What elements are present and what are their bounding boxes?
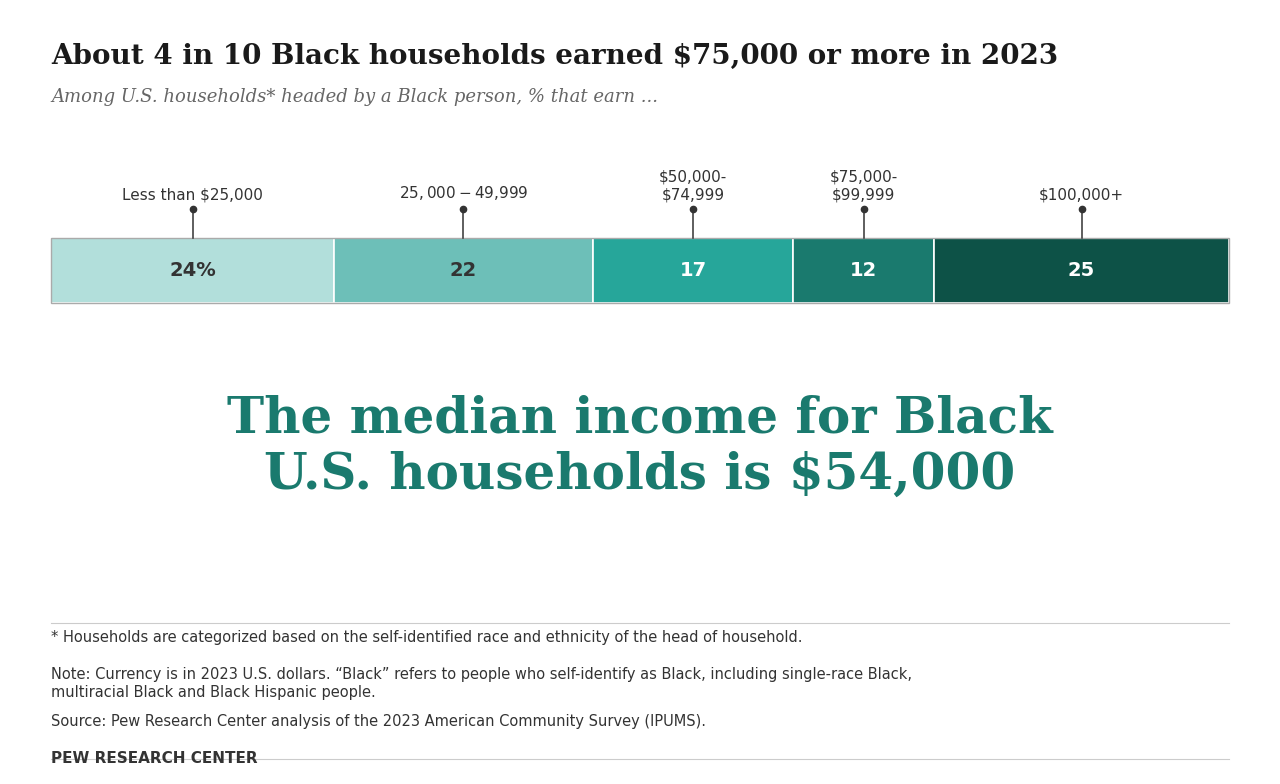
Text: 22: 22 [449,261,477,280]
Text: 12: 12 [850,261,877,280]
Text: $50,000-
$74,999: $50,000- $74,999 [659,170,727,202]
Bar [51,238,1229,303]
Bar [593,238,794,303]
Text: About 4 in 10 Black households earned $75,000 or more in 2023: About 4 in 10 Black households earned $7… [51,43,1059,70]
Text: * Households are categorized based on the self-identified race and ethnicity of : * Households are categorized based on th… [51,630,803,644]
Text: 17: 17 [680,261,707,280]
Text: Note: Currency is in 2023 U.S. dollars. “Black” refers to people who self-identi: Note: Currency is in 2023 U.S. dollars. … [51,667,913,699]
Text: Source: Pew Research Center analysis of the 2023 American Community Survey (IPUM: Source: Pew Research Center analysis of … [51,714,707,729]
Text: PEW RESEARCH CENTER: PEW RESEARCH CENTER [51,751,257,766]
Bar [934,238,1229,303]
Bar [334,238,593,303]
Bar [794,238,934,303]
Bar [51,238,334,303]
Text: 24%: 24% [169,261,216,280]
Text: Less than $25,000: Less than $25,000 [122,187,262,202]
Text: The median income for Black
U.S. households is $54,000: The median income for Black U.S. househo… [227,394,1053,499]
Text: 25: 25 [1068,261,1096,280]
Text: $75,000-
$99,999: $75,000- $99,999 [829,170,897,202]
Text: Among U.S. households* headed by a Black person, % that earn ...: Among U.S. households* headed by a Black… [51,88,658,106]
Text: $100,000+: $100,000+ [1039,187,1124,202]
Text: $25,000-$49,999: $25,000-$49,999 [398,184,529,202]
